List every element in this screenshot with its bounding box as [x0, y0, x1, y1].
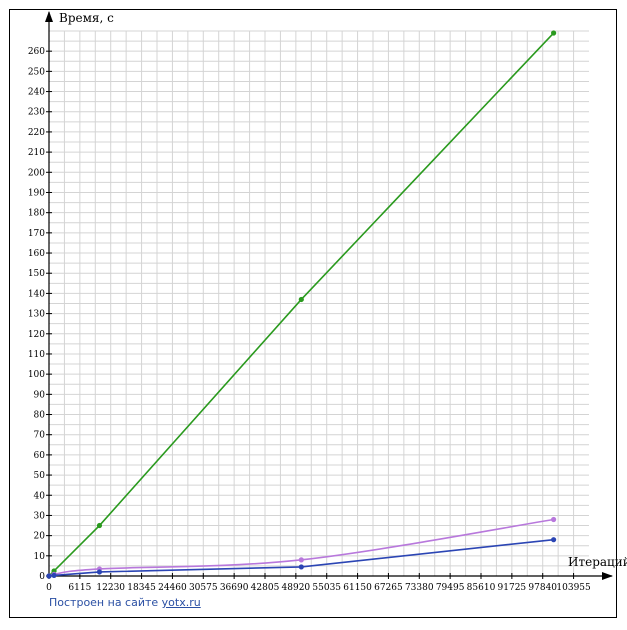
y-tick-label: 170 — [28, 229, 45, 239]
y-tick-label: 130 — [28, 310, 45, 320]
grid — [49, 30, 589, 576]
x-tick-label: 36690 — [220, 583, 249, 593]
series-lines — [47, 32, 555, 577]
x-tick-labels: 0 6115 12230 18345 24460 30575 36690 42805 48920… — [46, 583, 591, 593]
y-tick-label: 180 — [28, 209, 45, 219]
x-tick-label: 97840 — [528, 583, 557, 593]
x-tick-label: 12230 — [96, 583, 125, 593]
y-tick-label: 210 — [28, 148, 45, 158]
axes — [45, 11, 613, 580]
data-point — [551, 516, 557, 523]
y-tick-label: 120 — [28, 330, 45, 340]
data-point — [46, 573, 52, 579]
y-axis-label: Время, с — [59, 11, 114, 25]
x-axis-label: Итераций — [568, 555, 627, 569]
y-tick-label: 10 — [34, 552, 46, 562]
x-tick-label: 42805 — [251, 583, 280, 593]
y-tick-label: 140 — [28, 289, 45, 299]
data-point — [298, 564, 304, 570]
x-tick-label: 103955 — [556, 583, 591, 593]
x-tick-label: 18345 — [127, 583, 156, 593]
y-axis-arrow — [45, 11, 53, 22]
credit-link[interactable]: yotx.ru — [161, 596, 201, 609]
y-tick-label: 0 — [39, 572, 45, 582]
series-points — [46, 30, 557, 579]
x-tick-label: 73380 — [405, 583, 434, 593]
y-tick-label: 50 — [34, 471, 46, 481]
data-point — [51, 572, 57, 578]
y-tick-label: 250 — [28, 67, 45, 77]
y-tick-label: 190 — [28, 188, 45, 198]
series-line-1 — [48, 32, 555, 577]
y-tick-label: 40 — [34, 491, 46, 501]
x-tick-label: 85610 — [467, 583, 496, 593]
data-point — [96, 522, 103, 529]
data-point — [551, 537, 557, 543]
x-tick-label: 30575 — [189, 583, 218, 593]
y-tick-label: 220 — [28, 128, 45, 138]
x-tick-label: 91725 — [498, 583, 527, 593]
x-tick-label: 61150 — [343, 583, 372, 593]
x-axis-arrow — [602, 572, 613, 580]
y-tick-label: 160 — [28, 249, 45, 259]
y-tick-label: 260 — [28, 47, 45, 57]
x-tick-label: 6115 — [68, 583, 91, 593]
credit-line: Построен на сайте yotx.ru — [49, 596, 201, 609]
y-tick-label: 60 — [34, 451, 46, 461]
y-tick-label: 20 — [34, 532, 46, 542]
y-tick-label: 240 — [28, 88, 45, 98]
y-tick-label: 230 — [28, 108, 45, 118]
y-tick-label: 150 — [28, 269, 45, 279]
y-tick-labels: 0 10 20 30 40 50 60 70 80 90 100 110 120 130 140 150 160… — [28, 47, 45, 582]
x-tick-label: 48920 — [282, 583, 311, 593]
y-tick-label: 200 — [28, 168, 45, 178]
x-tick-label: 79495 — [436, 583, 465, 593]
credit-text: Построен на сайте — [49, 596, 159, 609]
y-tick-label: 100 — [28, 370, 45, 380]
x-tick-label: 67265 — [374, 583, 403, 593]
data-point — [298, 557, 304, 563]
y-tick-label: 90 — [34, 390, 46, 400]
y-tick-label: 30 — [34, 511, 46, 521]
data-point — [298, 296, 304, 303]
data-point — [551, 30, 557, 36]
data-point — [96, 569, 103, 575]
x-tick-label: 24460 — [158, 583, 187, 593]
x-tick-label: 0 — [46, 583, 52, 593]
y-tick-label: 70 — [34, 431, 46, 441]
y-tick-label: 110 — [28, 350, 45, 360]
y-tick-label: 80 — [34, 411, 46, 421]
x-tick-label: 55035 — [312, 583, 341, 593]
